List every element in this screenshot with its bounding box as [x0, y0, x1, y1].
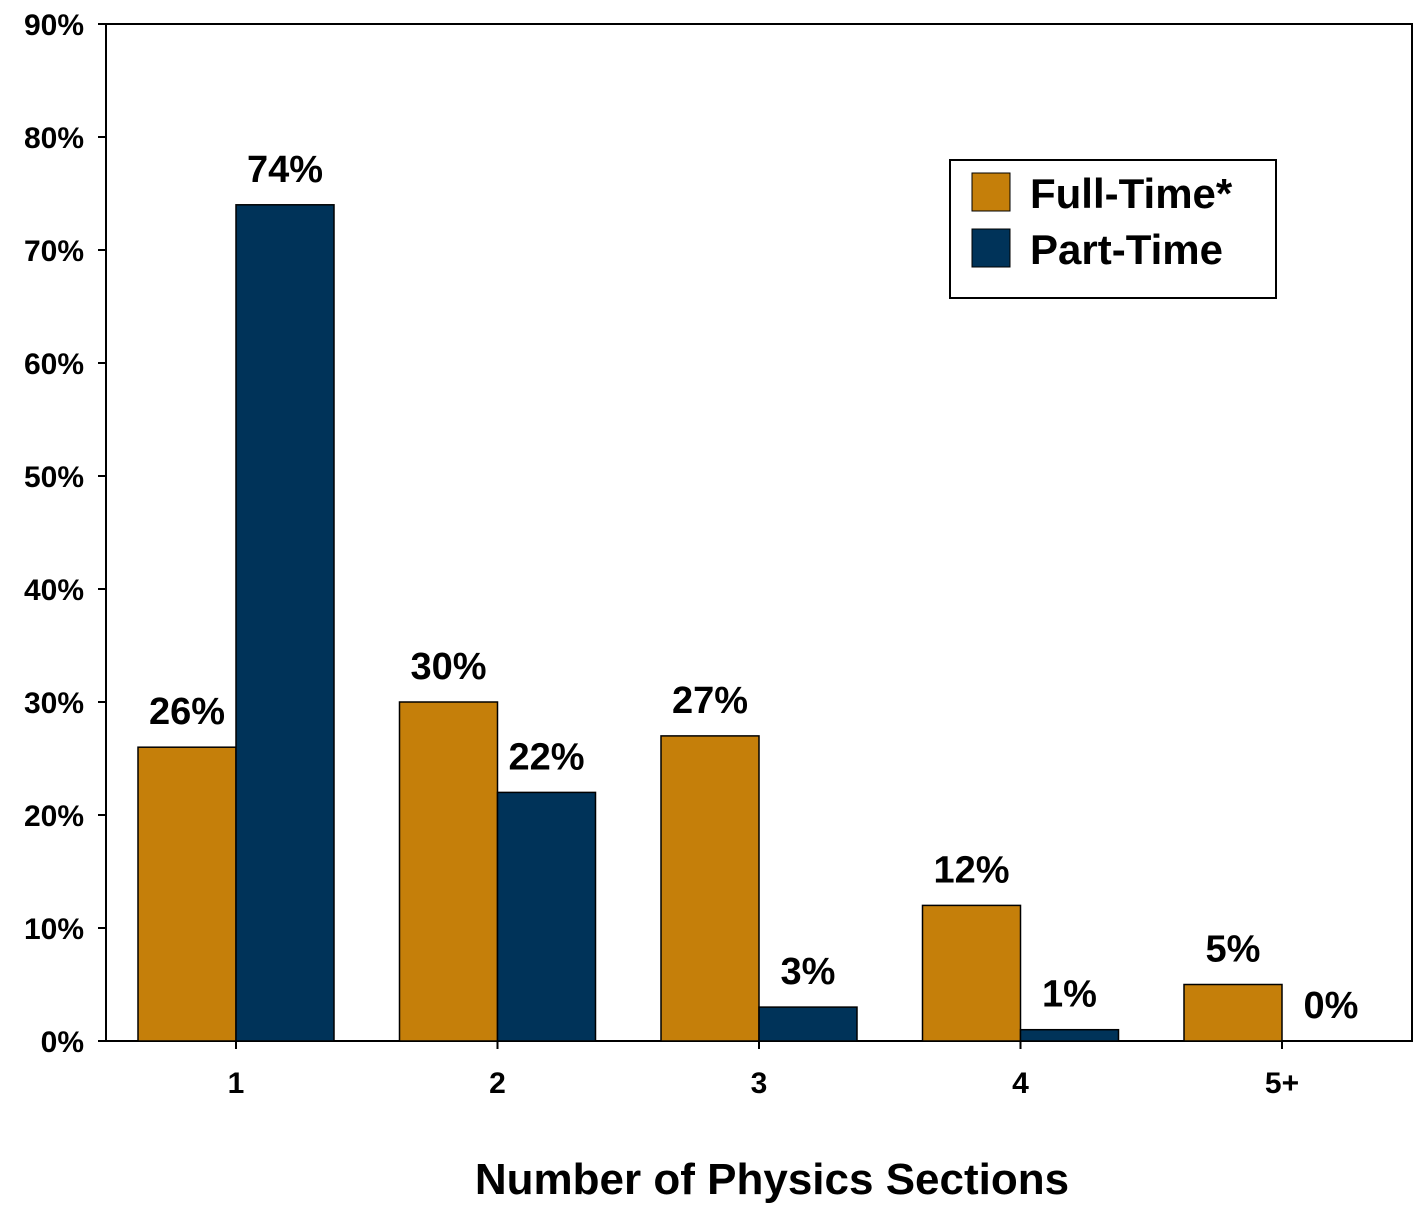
data-label-part-time: 0% [1304, 985, 1359, 1027]
y-tick-label: 50% [24, 461, 84, 494]
data-labels: 26% 30% 27% 12% 5% 74% 22% 3% 1% 0% [149, 149, 1358, 1027]
x-axis: 1 2 3 4 5+ [228, 1041, 1299, 1100]
x-tick-label: 1 [228, 1067, 245, 1100]
legend-label-part-time: Part-Time [1030, 226, 1223, 273]
bars [137, 204, 1283, 1042]
data-label-part-time: 22% [508, 736, 584, 778]
y-tick-label: 90% [24, 9, 84, 42]
legend-swatch-full-time [971, 172, 1011, 212]
data-label-full-time: 12% [933, 849, 1009, 891]
bar-part-time [758, 1006, 858, 1042]
x-tick-label: 4 [1012, 1067, 1029, 1100]
bar-part-time [235, 204, 335, 1042]
y-tick-label: 60% [24, 348, 84, 381]
y-axis: 0% 10% 20% 30% 40% 50% 60% 70% 80% 90% [24, 9, 106, 1059]
y-tick-label: 0% [41, 1026, 84, 1059]
x-axis-title: Number of Physics Sections [475, 1155, 1069, 1204]
data-label-full-time: 30% [410, 646, 486, 688]
x-tick-label: 3 [751, 1067, 768, 1100]
data-label-full-time: 5% [1206, 929, 1261, 971]
x-tick-label: 5+ [1265, 1067, 1299, 1100]
data-label-full-time: 26% [149, 691, 225, 733]
bar-part-time [496, 791, 597, 1042]
legend-label-full-time: Full-Time* [1030, 170, 1233, 217]
data-label-part-time: 1% [1042, 974, 1097, 1016]
y-tick-label: 70% [24, 235, 84, 268]
y-tick-label: 30% [24, 687, 84, 720]
data-label-full-time: 27% [672, 680, 748, 722]
data-label-part-time: 3% [781, 951, 836, 993]
y-tick-label: 20% [24, 800, 84, 833]
bar-part-time [1019, 1028, 1120, 1042]
x-tick-label: 2 [489, 1067, 506, 1100]
y-tick-label: 10% [24, 913, 84, 946]
legend: Full-Time* Part-Time [949, 159, 1277, 299]
bar-full-time [137, 746, 237, 1042]
y-tick-label: 80% [24, 122, 84, 155]
bar-full-time [660, 735, 760, 1042]
bar-full-time [398, 701, 499, 1042]
data-label-part-time: 74% [247, 149, 323, 191]
bar-full-time [1183, 983, 1283, 1042]
legend-swatch-part-time [971, 228, 1011, 268]
y-tick-label: 40% [24, 574, 84, 607]
bar-full-time [921, 904, 1022, 1042]
